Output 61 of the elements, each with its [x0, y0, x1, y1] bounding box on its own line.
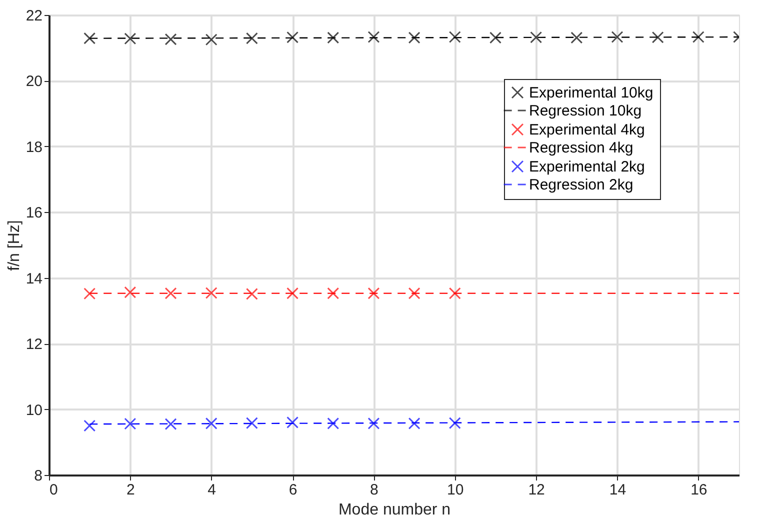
y-axis-title: f/n [Hz] [6, 220, 23, 271]
legend-label: Regression 4kg [529, 140, 634, 156]
y-tick-label: 20 [26, 73, 42, 90]
x-tick-label: 6 [288, 482, 298, 498]
point [164, 287, 177, 300]
x-tick-label: 14 [609, 482, 626, 498]
point [286, 31, 299, 44]
point [692, 31, 704, 44]
point [408, 287, 420, 300]
point [286, 416, 299, 428]
point [246, 417, 258, 430]
y-tick-label: 22 [26, 8, 42, 24]
point [205, 34, 218, 46]
point [205, 417, 218, 430]
x-tick-label: 16 [690, 482, 708, 498]
x-tick-label: 0 [50, 482, 58, 498]
point [84, 288, 96, 300]
y-tick-label: 16 [26, 204, 42, 222]
point [286, 287, 299, 300]
y-tick-label: 18 [26, 138, 42, 156]
point [327, 32, 340, 44]
legend-label: Experimental 10kg [529, 84, 654, 102]
point [205, 286, 218, 299]
legend-label: Regression 2kg [529, 176, 634, 194]
point [448, 31, 461, 44]
point [530, 31, 542, 44]
point [84, 32, 96, 44]
point [124, 286, 136, 298]
point [246, 288, 258, 300]
point [448, 417, 461, 430]
point [368, 287, 380, 300]
point [164, 418, 177, 430]
y-tick-label: 8 [34, 468, 42, 484]
point [124, 418, 136, 430]
y-tick-label: 14 [26, 270, 42, 288]
point [408, 32, 420, 44]
x-tick-label: 4 [208, 482, 216, 498]
point [368, 31, 380, 44]
point [652, 31, 664, 44]
point [164, 33, 177, 46]
legend-label: Experimental 2kg [529, 158, 645, 176]
x-tick-label: 10 [447, 482, 464, 498]
y-tick-label: 12 [26, 336, 42, 354]
point [327, 417, 340, 430]
point [611, 31, 624, 44]
point [84, 420, 96, 432]
point [570, 32, 583, 44]
x-tick-label: 2 [126, 482, 135, 498]
point [489, 32, 502, 44]
point [408, 417, 420, 430]
x-tick-label: 8 [370, 482, 378, 498]
point [327, 287, 340, 300]
legend-label: Regression 10kg [529, 102, 642, 120]
point [124, 32, 136, 45]
x-tick-label: 12 [528, 482, 545, 498]
point [246, 32, 258, 44]
point [368, 417, 380, 430]
y-tick-label: 10 [26, 402, 42, 419]
point [448, 287, 461, 300]
x-axis-title: Mode number n [338, 502, 451, 518]
legend-label: Experimental 4kg [529, 122, 645, 138]
